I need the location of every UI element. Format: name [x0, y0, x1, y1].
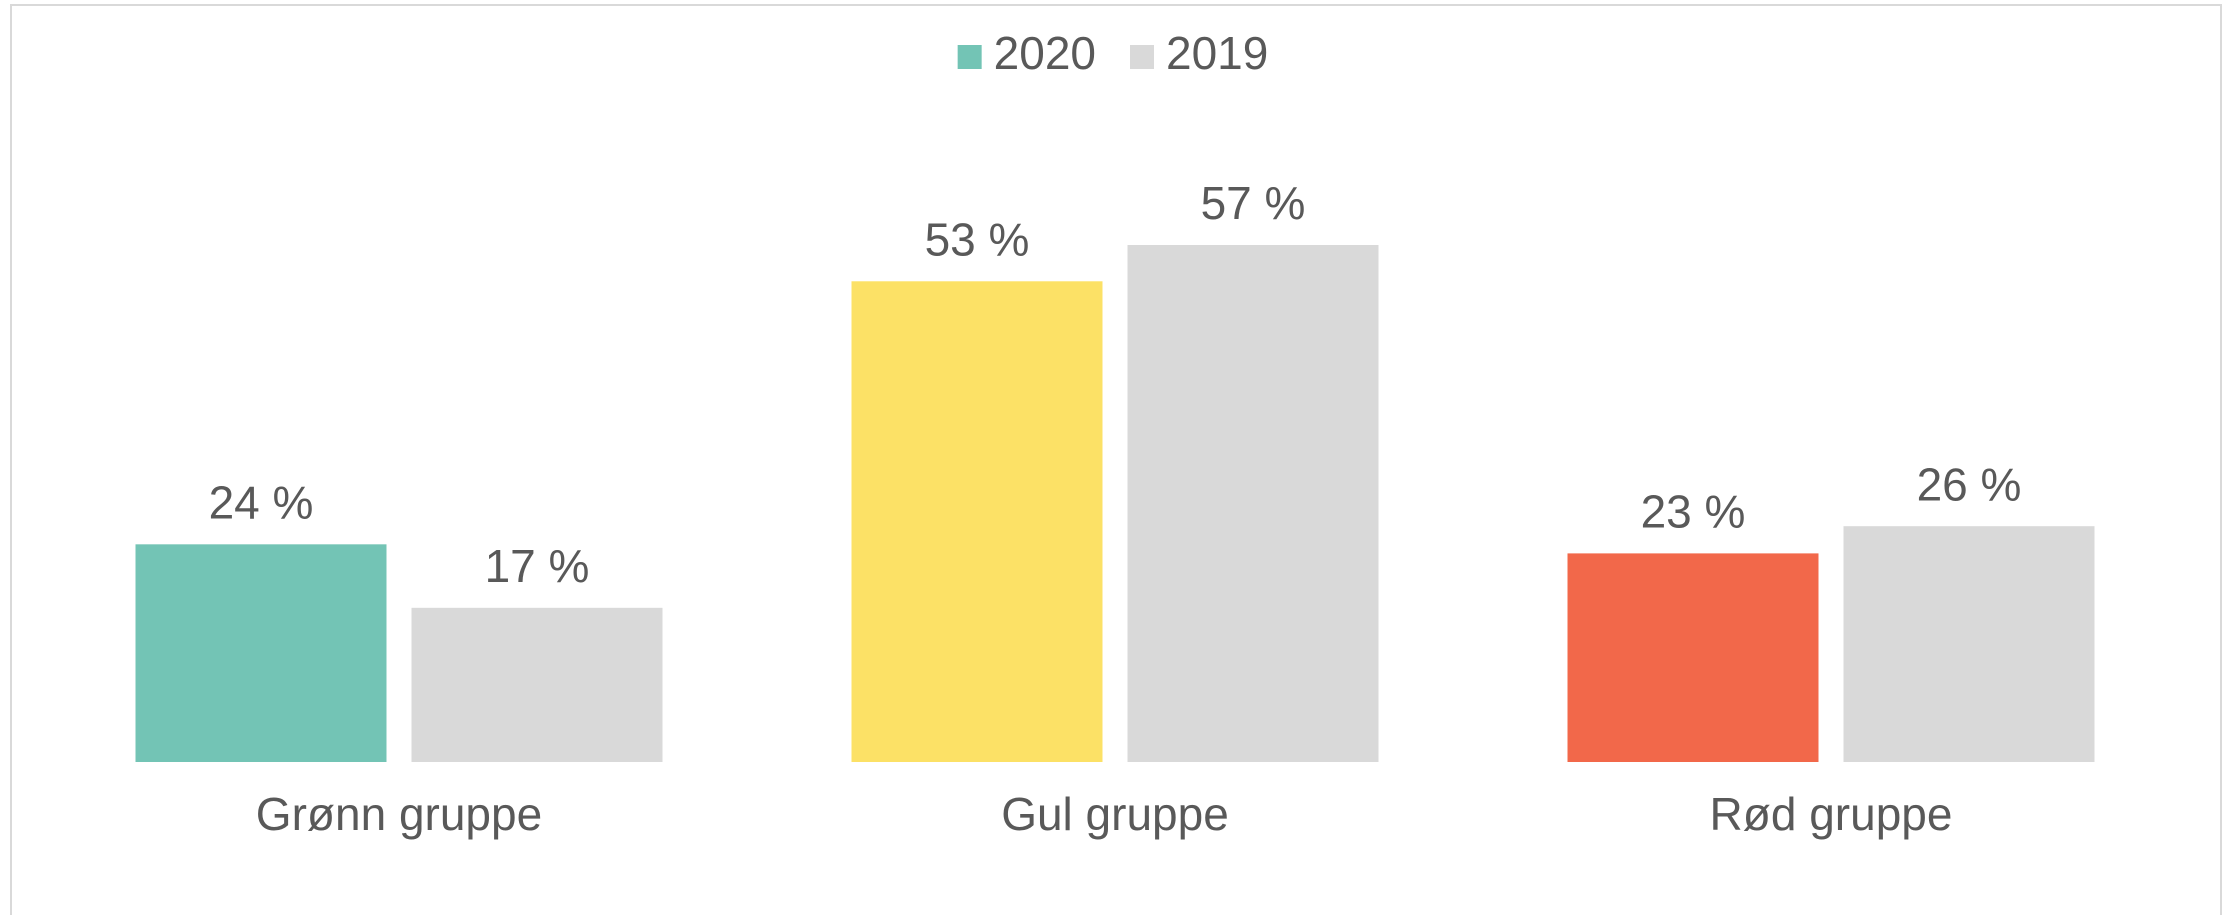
bar — [1843, 526, 2095, 762]
data-label: 23 % — [1641, 486, 1746, 538]
legend-swatch — [1130, 45, 1154, 69]
bar — [851, 281, 1103, 762]
bar — [411, 607, 663, 762]
legend-label: 2019 — [1166, 27, 1268, 79]
data-label: 53 % — [925, 213, 1030, 265]
data-label: 17 % — [485, 540, 590, 592]
x-tick-label: Gul gruppe — [1001, 788, 1229, 840]
x-tick-label: Grønn gruppe — [256, 788, 542, 840]
data-label: 24 % — [209, 476, 314, 528]
legend-label: 2020 — [994, 27, 1096, 79]
data-label: 57 % — [1201, 177, 1306, 229]
legend-swatch — [957, 45, 982, 69]
bar — [135, 544, 387, 762]
bar — [1127, 245, 1379, 762]
chart-frame — [10, 4, 2222, 915]
data-label: 26 % — [1917, 458, 2022, 510]
x-tick-label: Rød gruppe — [1710, 788, 1953, 840]
bar — [1567, 553, 1819, 762]
